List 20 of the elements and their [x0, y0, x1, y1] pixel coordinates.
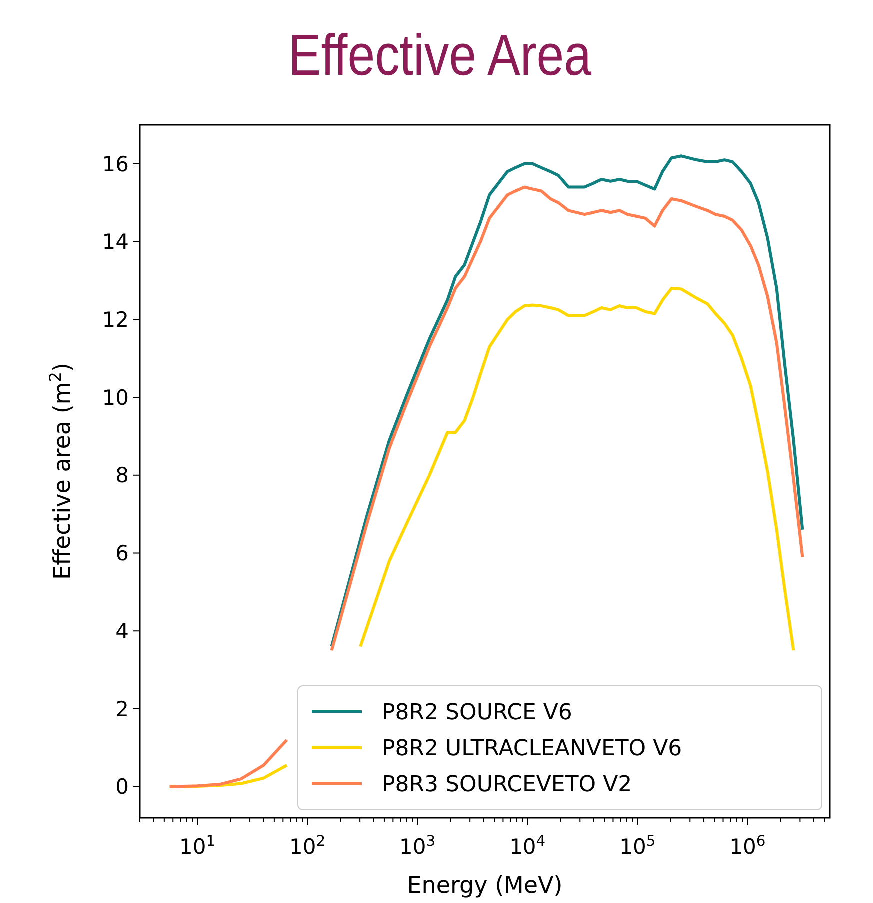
y-tick-label: 4: [116, 619, 129, 644]
x-tick-label: 10$^{6}$: [730, 832, 766, 859]
y-tick-label: 8: [116, 464, 129, 488]
x-tick-label: 10$^{5}$: [620, 832, 656, 859]
y-tick-label: 2: [116, 697, 129, 722]
x-tick-label: 10$^{4}$: [510, 832, 546, 859]
y-tick-label: 14: [102, 230, 129, 254]
x-tick-label: 10$^{2}$: [290, 832, 326, 859]
y-tick-label: 12: [102, 308, 129, 332]
y-tick-label: 16: [102, 152, 129, 176]
x-axis-title: Energy (MeV): [407, 873, 563, 899]
legend-label: P8R3 SOURCEVETO V2: [382, 772, 632, 798]
x-tick-label: 10$^{3}$: [400, 832, 436, 859]
x-tick-label: 10$^{1}$: [179, 832, 216, 859]
legend-label: P8R2 ULTRACLEANVETO V6: [382, 736, 682, 762]
y-tick-label: 10: [102, 386, 129, 410]
chart-title: Effective Area: [288, 23, 592, 88]
legend-label: P8R2 SOURCE V6: [382, 700, 572, 726]
y-tick-label: 6: [116, 542, 129, 566]
y-tick-label: 0: [116, 775, 129, 800]
